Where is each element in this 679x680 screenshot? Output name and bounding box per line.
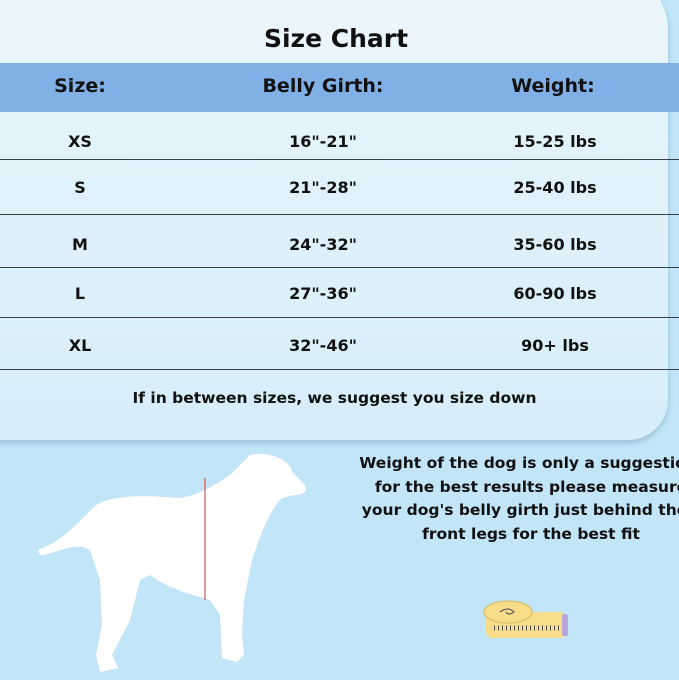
cell-weight: 90+ lbs [521,336,589,355]
cell-girth: 21"-28" [289,178,357,197]
cell-size: XS [68,132,92,151]
header-weight: Weight: [511,75,595,97]
measuring-advice: Weight of the dog is only a suggestion, … [359,454,679,543]
measuring-tape-icon [483,600,568,638]
table-header: Size: Belly Girth: Weight: [0,63,679,112]
cell-size: S [74,178,86,197]
cell-girth: 24"-32" [289,235,357,254]
cell-size: XL [68,336,92,355]
cell-weight: 15-25 lbs [513,132,597,151]
dog-silhouette-icon [38,453,306,672]
table-row: L 27"-36" 60-90 lbs [0,268,679,318]
page-title: Size Chart [263,24,409,53]
header-girth: Belly Girth: [262,75,384,97]
cell-weight: 60-90 lbs [513,284,597,303]
cell-girth: 16"-21" [289,132,357,151]
header-size: Size: [54,75,106,97]
table-row: XL 32"-46" 90+ lbs [0,318,679,370]
cell-size: M [72,235,88,254]
table-row: M 24"-32" 35-60 lbs [0,215,679,268]
cell-girth: 32"-46" [289,336,357,355]
cell-weight: 35-60 lbs [513,235,597,254]
table-row: S 21"-28" 25-40 lbs [0,160,679,215]
table-row: XS 16"-21" 15-25 lbs [0,112,679,160]
cell-size: L [74,284,86,303]
cell-weight: 25-40 lbs [513,178,597,197]
cell-girth: 27"-36" [289,284,357,303]
sizing-note: If in between sizes, we suggest you size… [132,389,537,407]
